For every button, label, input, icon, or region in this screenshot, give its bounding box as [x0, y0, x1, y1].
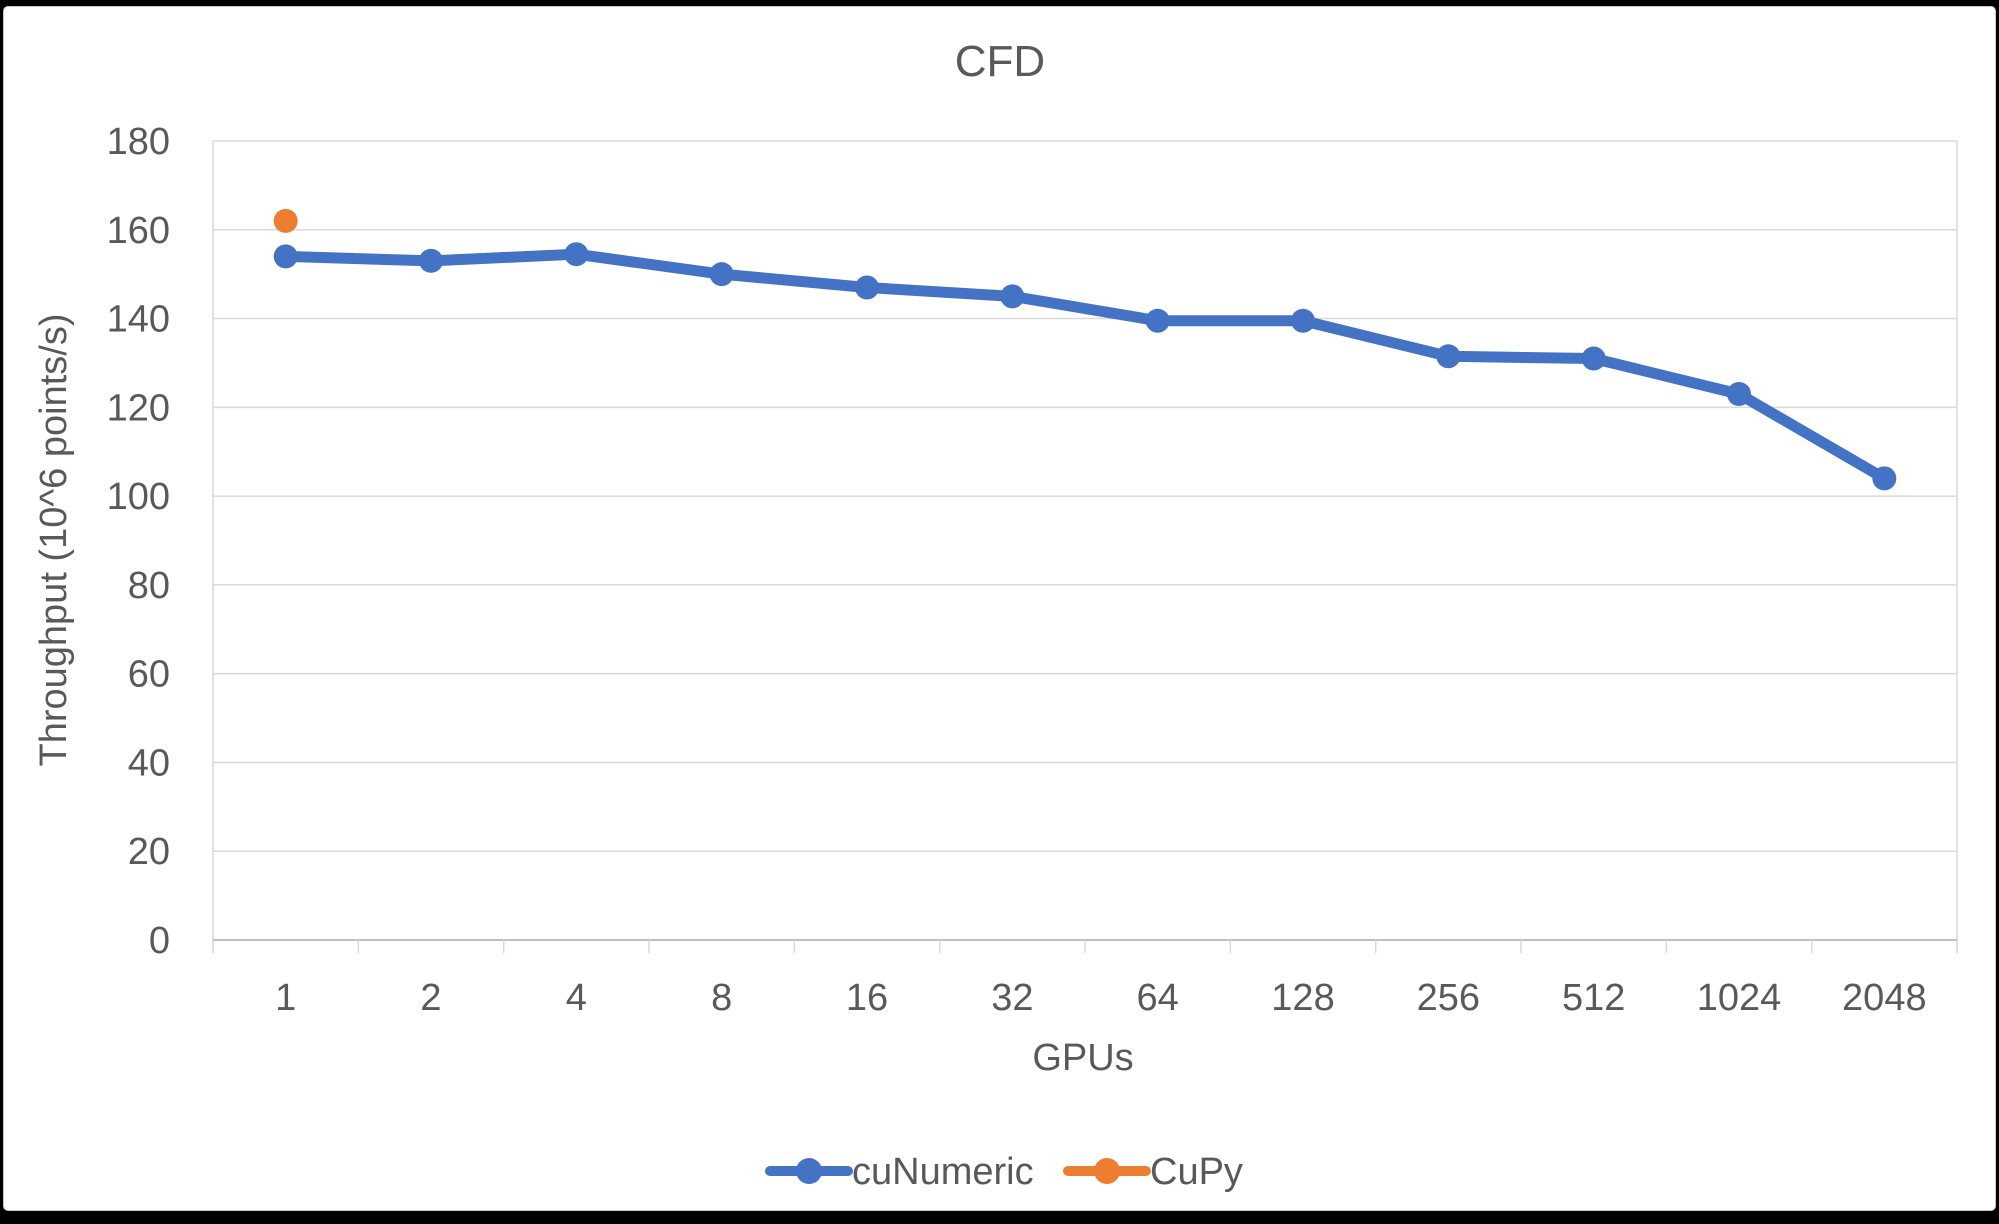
data-point-cunumeric [1145, 308, 1170, 333]
legend-marker-cunumeric [796, 1158, 822, 1184]
data-point-cunumeric [1291, 308, 1315, 333]
series-layer [273, 208, 1897, 491]
x-tick-label: 4 [566, 977, 587, 1019]
y-tick-label: 80 [128, 565, 170, 607]
chart-panel [3, 6, 1996, 1211]
data-point-cupy [273, 208, 298, 233]
grid-layer [213, 140, 1957, 852]
legend-marker-cupy [1094, 1158, 1120, 1184]
data-point-cunumeric [273, 244, 298, 269]
chart-title: CFD [955, 37, 1045, 86]
axis-layer: 0 20 40 60 80 100 120 140 160 180 1 2 4 8 16 32 64 128 256… [107, 121, 1958, 1019]
x-tick-label: 16 [846, 977, 888, 1019]
y-tick-label: 60 [128, 654, 170, 696]
y-tick-label: 140 [107, 299, 170, 341]
x-tick-label: 1 [275, 977, 296, 1019]
x-tick-label: 512 [1562, 977, 1625, 1019]
series-line-cunumeric [280, 248, 1890, 484]
data-point-cunumeric [1727, 382, 1751, 407]
x-tick-label: 256 [1417, 977, 1480, 1019]
x-tick-label: 1024 [1697, 977, 1782, 1019]
y-tick-label: 0 [149, 920, 170, 962]
data-point-cunumeric [1872, 466, 1897, 491]
y-tick-label: 100 [107, 476, 170, 518]
y-tick-label: 20 [128, 831, 170, 873]
data-point-cunumeric [1436, 344, 1461, 369]
x-tick-label: 8 [711, 977, 732, 1019]
y-tick-label: 180 [107, 121, 170, 163]
y-tick-label: 40 [128, 742, 170, 784]
data-point-cunumeric [564, 242, 589, 267]
x-tick-label: 2048 [1842, 977, 1927, 1019]
y-axis-title: Throughput (10^6 points/s) [33, 314, 75, 767]
data-point-cunumeric [1581, 346, 1606, 371]
legend-label-cupy: CuPy [1150, 1151, 1243, 1193]
legend-label-cunumeric: cuNumeric [852, 1151, 1034, 1193]
x-tick-label: 2 [420, 977, 441, 1019]
x-tick-label: 64 [1137, 977, 1179, 1019]
data-point-cunumeric [1000, 284, 1025, 309]
data-point-cunumeric [419, 248, 443, 273]
data-point-cunumeric [855, 275, 879, 300]
legend: cuNumeric CuPy [765, 1151, 1243, 1193]
y-tick-label: 160 [107, 210, 170, 252]
y-tick-label: 120 [107, 387, 170, 429]
x-tick-label: 32 [991, 977, 1033, 1019]
x-axis-title: GPUs [1032, 1037, 1133, 1079]
x-tick-label: 128 [1271, 977, 1334, 1019]
data-point-cunumeric [709, 262, 734, 287]
